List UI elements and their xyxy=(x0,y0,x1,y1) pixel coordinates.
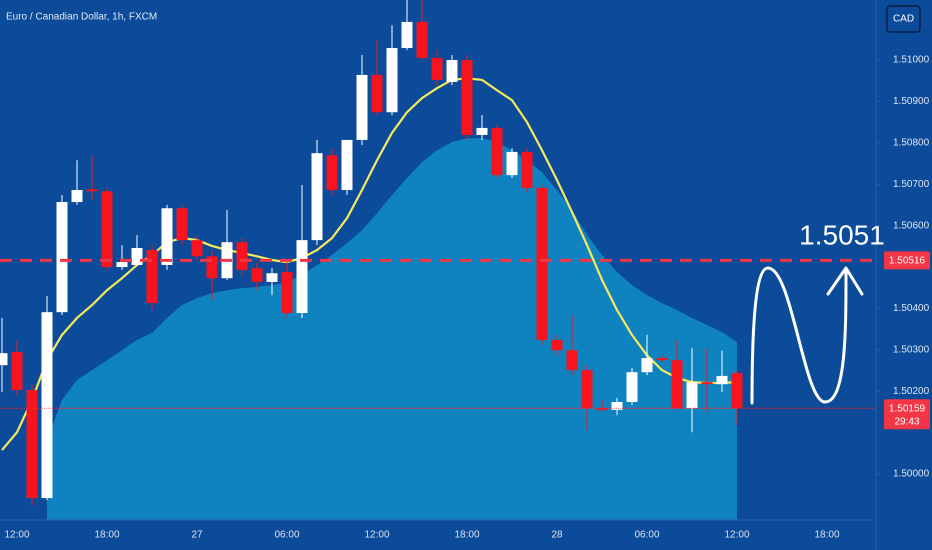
candle-body xyxy=(596,408,608,410)
candle-body xyxy=(611,402,623,410)
currency-label[interactable]: CAD xyxy=(893,14,914,25)
y-tick-label: 1.50400 xyxy=(893,303,930,314)
price-line-box xyxy=(884,251,930,270)
area xyxy=(47,138,737,520)
candle-body xyxy=(701,382,713,385)
plot-area xyxy=(0,0,743,520)
candle-body xyxy=(581,370,593,409)
candle-body xyxy=(566,350,578,371)
candle-body xyxy=(461,60,473,135)
candle-body xyxy=(236,242,248,270)
candle-body xyxy=(161,208,173,265)
candle-body xyxy=(206,256,218,279)
candle-body xyxy=(26,390,38,499)
candle-body xyxy=(521,151,533,188)
y-tick-label: 1.50200 xyxy=(893,386,930,397)
moving-average xyxy=(1,77,738,451)
x-tick-label: 27 xyxy=(191,530,203,541)
candle-body xyxy=(551,339,563,351)
candle-body xyxy=(296,240,308,313)
x-tick-label: 06:00 xyxy=(634,530,659,541)
candle-body xyxy=(311,153,323,241)
x-tick-label: 28 xyxy=(551,530,563,541)
y-tick-label: 1.50000 xyxy=(893,469,930,480)
currency-box[interactable] xyxy=(886,5,921,33)
candle-body xyxy=(251,268,263,282)
candle-body xyxy=(401,21,413,49)
x-tick-label: 18:00 xyxy=(814,530,839,541)
candle-body xyxy=(176,208,188,241)
x-tick-label: 18:00 xyxy=(94,530,119,541)
annotation: 1.5051 xyxy=(799,219,885,250)
candle-body xyxy=(491,127,503,176)
y-tick-label: 1.51000 xyxy=(893,55,930,66)
last-price-label: 1.50159 xyxy=(889,403,926,414)
y-tick-label: 1.50900 xyxy=(893,96,930,107)
candle-body xyxy=(716,375,728,385)
candle-body xyxy=(146,250,158,304)
y-tick-label: 1.50700 xyxy=(893,179,930,190)
candle-body xyxy=(191,240,203,257)
candle-body xyxy=(266,273,278,282)
x-tick-label: 12:00 xyxy=(724,530,749,541)
y-tick-label: 1.50300 xyxy=(893,344,930,355)
candle-body xyxy=(371,74,383,113)
candle-body xyxy=(431,57,443,80)
y-tick-label: 1.50600 xyxy=(893,220,930,231)
candle-body xyxy=(56,202,68,313)
candle-body xyxy=(11,351,23,390)
candle-body xyxy=(506,151,518,176)
candle-body xyxy=(536,187,548,340)
last-price-box xyxy=(884,399,930,430)
candle-body xyxy=(101,191,113,268)
candle-body xyxy=(41,312,53,499)
drawn-arrow xyxy=(826,266,864,296)
candle-body xyxy=(326,155,338,191)
x-tick-label: 18:00 xyxy=(454,530,479,541)
y-tick-label: 1.50800 xyxy=(893,137,930,148)
candle-body xyxy=(416,21,428,58)
candle-body xyxy=(641,358,653,373)
x-tick-label: 12:00 xyxy=(364,530,389,541)
price-line-label: 1.50516 xyxy=(889,256,926,267)
candle-body xyxy=(341,139,353,191)
candle-body xyxy=(356,74,368,140)
candle-body xyxy=(386,48,398,113)
candle-body xyxy=(71,190,83,203)
candle-body xyxy=(626,372,638,403)
candle-body xyxy=(86,189,98,192)
x-tick-label: 12:00 xyxy=(4,530,29,541)
candle-body xyxy=(446,60,458,82)
drawn-curve xyxy=(750,266,848,405)
candle-body xyxy=(671,360,683,409)
chart-title: Euro / Canadian Dollar, 1h, FXCM xyxy=(6,12,157,23)
candle-body xyxy=(131,247,143,265)
countdown-label: 29:43 xyxy=(894,416,919,427)
candle-body xyxy=(656,358,668,361)
x-tick-label: 06:00 xyxy=(274,530,299,541)
candle-body xyxy=(686,382,698,409)
candle-body xyxy=(0,353,8,366)
candle-body xyxy=(476,127,488,135)
candle-body xyxy=(116,262,128,268)
candle-body xyxy=(281,272,293,313)
candle-body xyxy=(731,373,743,409)
